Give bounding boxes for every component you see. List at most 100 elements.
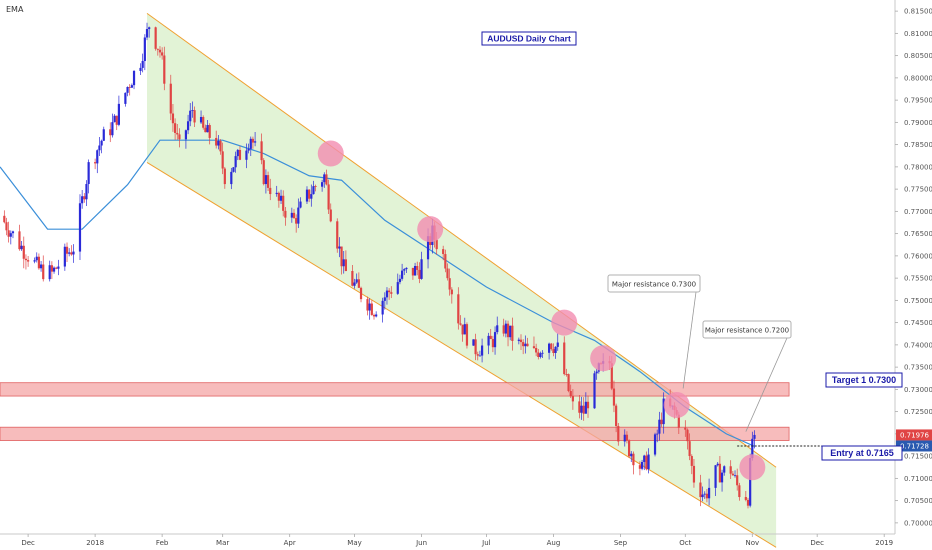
channel-lower-line bbox=[146, 161, 777, 548]
y-tick-label: 0.70500 bbox=[904, 497, 932, 505]
candle bbox=[401, 263, 404, 281]
y-tick-label: 0.72500 bbox=[904, 408, 932, 416]
candle-body bbox=[578, 401, 581, 413]
candle-body bbox=[660, 419, 663, 425]
candle-body bbox=[718, 463, 721, 483]
candle-body bbox=[567, 374, 570, 391]
candle bbox=[117, 95, 121, 127]
candle-body bbox=[476, 354, 479, 356]
candle-body bbox=[253, 141, 257, 143]
candle-body bbox=[658, 419, 661, 434]
y-tick-label: 0.74500 bbox=[904, 319, 932, 327]
candle-body bbox=[262, 160, 265, 185]
candle bbox=[522, 339, 525, 355]
candle bbox=[11, 230, 15, 239]
candle-body bbox=[232, 167, 235, 172]
candle-body bbox=[442, 249, 445, 255]
candle-body bbox=[55, 267, 58, 269]
candle bbox=[126, 86, 129, 97]
candle bbox=[98, 136, 101, 157]
candle-body bbox=[247, 148, 250, 151]
candle bbox=[308, 189, 311, 203]
candle bbox=[632, 451, 635, 475]
indicator-label[interactable]: EMA bbox=[6, 5, 24, 14]
candle bbox=[238, 146, 242, 161]
candle bbox=[493, 326, 497, 355]
candle-body bbox=[260, 141, 263, 161]
candle bbox=[627, 439, 631, 458]
candle bbox=[539, 351, 542, 359]
candle-body bbox=[299, 201, 302, 208]
candle bbox=[615, 403, 618, 433]
candle-body bbox=[81, 196, 84, 204]
candle bbox=[569, 384, 572, 399]
candle bbox=[83, 193, 86, 203]
candle-body bbox=[230, 171, 233, 185]
candle-body bbox=[535, 348, 538, 353]
candle bbox=[416, 261, 419, 276]
candle-body bbox=[729, 466, 732, 474]
x-tick-label: Oct bbox=[679, 539, 691, 547]
touch-circle-5 bbox=[663, 391, 690, 418]
candle bbox=[171, 104, 175, 132]
chart-title[interactable]: AUDUSD Daily Chart bbox=[481, 31, 577, 46]
candle-body bbox=[297, 207, 300, 224]
candle bbox=[297, 198, 300, 229]
candle bbox=[81, 189, 84, 209]
candle bbox=[366, 296, 369, 316]
candle bbox=[733, 470, 737, 478]
candle-body bbox=[186, 121, 190, 131]
candle-body bbox=[662, 398, 665, 425]
candle bbox=[554, 346, 557, 359]
candle bbox=[496, 316, 499, 335]
callout-1-text: Major resistance 0.7300 bbox=[612, 281, 696, 289]
candle-body bbox=[189, 110, 192, 122]
candle bbox=[381, 297, 384, 323]
candle-body bbox=[749, 458, 752, 506]
candle-body bbox=[308, 189, 311, 199]
candle-body bbox=[692, 465, 696, 483]
candle bbox=[744, 490, 747, 502]
candle-body bbox=[87, 162, 90, 185]
target-label-text: Target 1 0.7300 bbox=[832, 375, 896, 385]
candle bbox=[489, 328, 492, 340]
chart-title-text: AUDUSD Daily Chart bbox=[487, 34, 571, 44]
candle bbox=[115, 115, 118, 131]
candle-body bbox=[375, 314, 378, 317]
candle-body bbox=[738, 485, 741, 498]
candle bbox=[372, 313, 376, 320]
callout-leader-2 bbox=[745, 337, 788, 432]
candle-body bbox=[78, 203, 82, 252]
candle bbox=[686, 428, 689, 450]
candle-body bbox=[251, 138, 255, 143]
candle-body bbox=[638, 465, 642, 469]
candle bbox=[370, 300, 373, 316]
candle bbox=[251, 136, 255, 149]
candle bbox=[230, 167, 233, 190]
candle-body bbox=[480, 345, 484, 356]
candle-body bbox=[612, 388, 616, 406]
candle-body bbox=[478, 355, 482, 357]
candle-body bbox=[491, 339, 494, 348]
candle-body bbox=[569, 390, 572, 397]
candle-body bbox=[383, 297, 386, 301]
candle bbox=[450, 287, 453, 304]
y-tick-label: 0.77000 bbox=[904, 208, 932, 216]
candle bbox=[684, 420, 687, 437]
candle bbox=[143, 34, 146, 71]
candle bbox=[109, 122, 112, 143]
candle bbox=[156, 48, 159, 56]
candle-body bbox=[677, 414, 680, 428]
candle-body bbox=[643, 455, 646, 462]
candle bbox=[5, 217, 8, 236]
candle bbox=[113, 114, 116, 123]
candle-body bbox=[396, 282, 399, 294]
y-tick-label: 0.79000 bbox=[904, 119, 932, 127]
channel-fill bbox=[147, 13, 777, 548]
candle bbox=[630, 451, 633, 463]
candle bbox=[336, 218, 339, 253]
candles-layer bbox=[3, 22, 756, 509]
candle bbox=[161, 47, 164, 60]
